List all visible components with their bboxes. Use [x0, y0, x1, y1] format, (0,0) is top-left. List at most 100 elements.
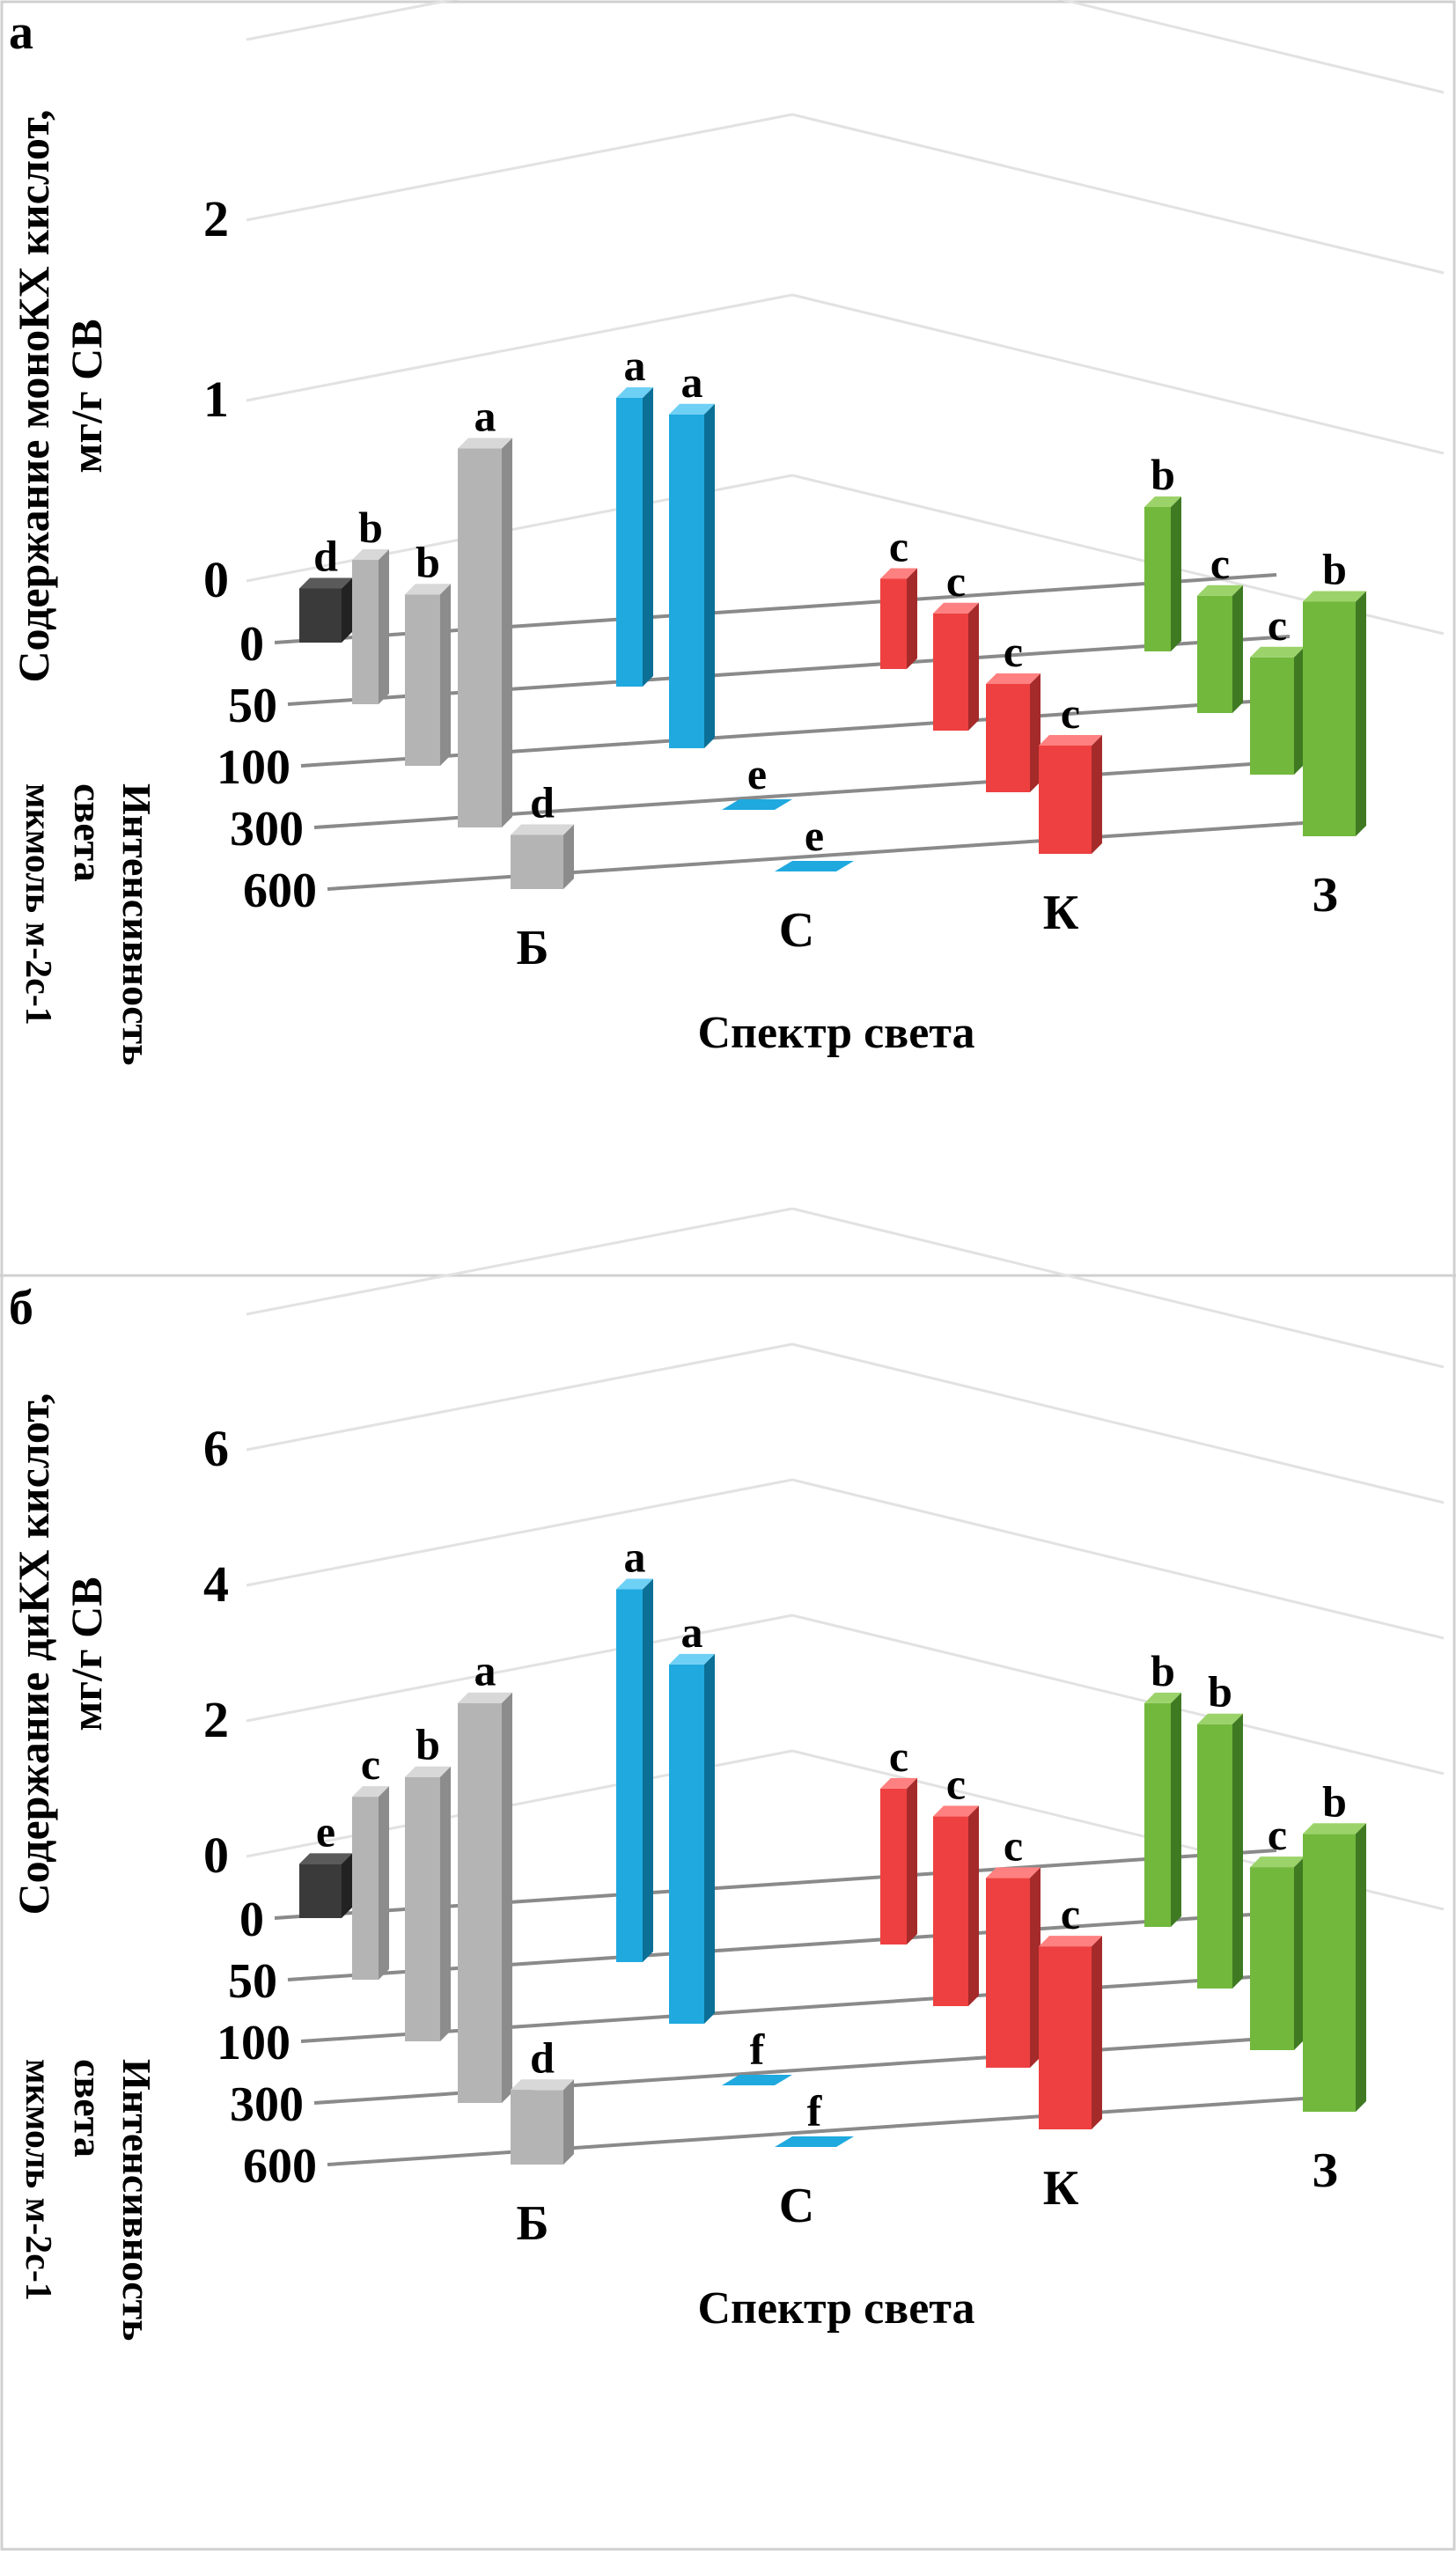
significance-letter: d: [530, 2033, 555, 2082]
significance-letter: a: [681, 357, 703, 407]
significance-letter: d: [313, 532, 338, 581]
bar-front: [1303, 601, 1356, 836]
category-label: С: [779, 2179, 814, 2233]
bar: c: [986, 1820, 1041, 2068]
bar-top: [299, 1853, 352, 1864]
intensity-tick-label: 300: [230, 802, 304, 856]
bar-top: [1039, 1936, 1102, 1947]
bar-side: [1232, 584, 1243, 713]
bar-front: [616, 1589, 643, 1962]
intensity-tick-label: 50: [228, 679, 277, 733]
bar: a: [669, 1607, 715, 2024]
depth-axis-title-line2: света: [66, 2059, 111, 2158]
bar: a: [669, 357, 715, 748]
bar-side: [1171, 1692, 1181, 1927]
bar: f: [775, 2086, 854, 2147]
significance-letter: b: [1208, 1667, 1232, 1717]
significance-letter: e: [805, 811, 824, 860]
bar-top: [1039, 735, 1102, 746]
gridline: [791, 1207, 1445, 1369]
depth-axis-title-line1: Интенсивность: [114, 783, 159, 1065]
bar-side: [563, 824, 574, 889]
floor-line: [300, 696, 1304, 768]
bar: e: [775, 811, 854, 871]
bar-top: [299, 577, 352, 589]
floor-line: [327, 820, 1330, 891]
bar-side: [563, 2079, 574, 2165]
bar-front: [458, 448, 502, 827]
bar: c: [880, 1731, 917, 1944]
gridline: [246, 1342, 793, 1452]
bar-top: [352, 1786, 389, 1797]
bar-front: [352, 1797, 379, 1980]
bar-flat: [775, 2136, 854, 2147]
bar-top: [616, 387, 653, 398]
bar-top: [511, 824, 574, 835]
y-tick-label: 6: [203, 1420, 229, 1477]
intensity-tick-label: 100: [217, 740, 290, 795]
y-tick-label: 0: [203, 1827, 229, 1884]
bar: b: [405, 1720, 451, 2041]
significance-letter: b: [1151, 450, 1175, 499]
gridline: [246, 113, 793, 222]
significance-letter: f: [750, 2025, 766, 2074]
significance-letter: c: [889, 1731, 908, 1781]
bar-top: [352, 549, 389, 560]
bar: c: [352, 1739, 389, 1980]
panel-label: б: [9, 1281, 33, 1335]
bar-top: [405, 584, 451, 595]
bar-side: [968, 602, 979, 731]
bar: c: [880, 522, 917, 669]
bar-front: [458, 1702, 502, 2103]
significance-letter: a: [624, 1533, 646, 1582]
bar-flat: [775, 861, 854, 871]
bar-flat: [722, 799, 792, 810]
y-axis-title-line1: Содержание диКХ кислот,: [9, 1393, 58, 1915]
bar: e: [722, 749, 792, 810]
gridline: [791, 1342, 1445, 1504]
bar-side: [1030, 673, 1041, 792]
bar: b: [405, 537, 451, 766]
bar-side: [704, 403, 715, 748]
bar-front: [299, 1864, 342, 1918]
category-label: С: [779, 903, 814, 958]
gridline: [1057, 0, 1445, 94]
bar-front: [1039, 746, 1092, 854]
bar-front: [669, 414, 704, 748]
significance-letter: c: [1004, 627, 1023, 676]
bar: c: [1039, 1889, 1102, 2129]
significance-letter: e: [747, 749, 767, 798]
gridline: [246, 1207, 793, 1316]
bar: d: [511, 778, 574, 889]
bar-side: [502, 437, 512, 827]
bar-top: [616, 1578, 653, 1590]
depth-axis-title-line3: мкмоль м-2с-1: [18, 2059, 58, 2301]
depth-axis-title-line1: Интенсивность: [114, 2059, 159, 2341]
significance-letter: e: [316, 1806, 335, 1856]
floor-line: [327, 2095, 1330, 2166]
bar-front: [1039, 1946, 1092, 2129]
bar-side: [643, 1578, 653, 1962]
bar: b: [1303, 1776, 1366, 2112]
significance-letter: b: [1151, 1646, 1175, 1695]
bar-side: [342, 577, 352, 643]
significance-letter: f: [807, 2086, 823, 2136]
y-tick-label: 0: [203, 551, 229, 608]
bar: b: [1303, 545, 1366, 836]
bar-top: [405, 1766, 451, 1777]
bar: d: [299, 532, 352, 643]
bar-top: [511, 2079, 574, 2091]
floor-line: [287, 635, 1291, 706]
bar-front: [880, 1788, 907, 1944]
significance-letter: c: [889, 522, 908, 571]
depth-axis-title-line2: света: [66, 783, 111, 882]
bar-side: [1092, 735, 1102, 854]
intensity-tick-label: 50: [228, 1954, 277, 2009]
bar: c: [1250, 600, 1305, 775]
bar-side: [1092, 1936, 1102, 2129]
intensity-tick-label: 600: [243, 864, 317, 918]
category-label: К: [1043, 886, 1079, 940]
